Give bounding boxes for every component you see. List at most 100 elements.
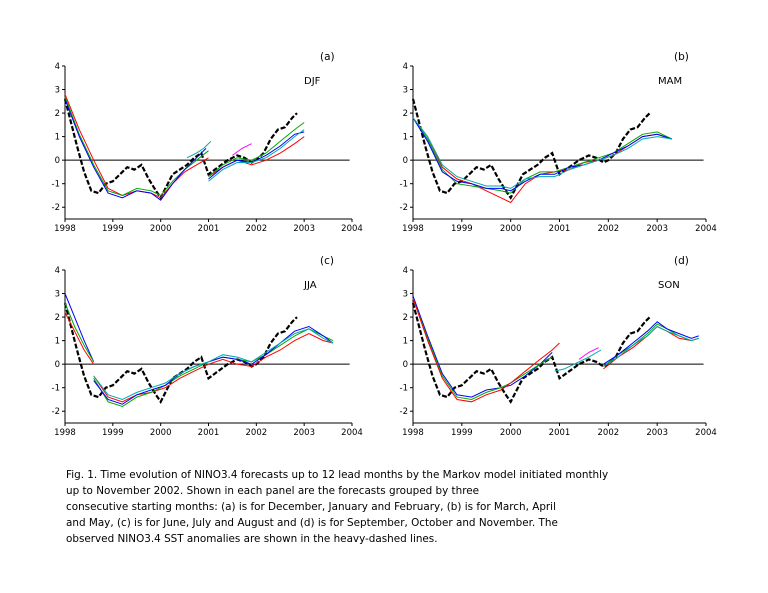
x-tick-label: 2003 <box>646 224 668 234</box>
y-tick-label: 3 <box>55 290 60 300</box>
y-tick-label: 3 <box>55 86 60 96</box>
y-tick-label: 1 <box>55 133 60 143</box>
x-tick-label: 1999 <box>451 224 473 234</box>
x-tick-label: 2001 <box>198 224 220 234</box>
forecast-series-line <box>208 122 305 177</box>
forecast-series-line <box>93 333 334 403</box>
x-tick-label: 2004 <box>695 224 717 234</box>
x-tick-label: 2000 <box>500 224 522 234</box>
y-tick-label: 0 <box>403 156 408 166</box>
chart-panel-3: -2 -1 0 1 2 3 4 1998 1999 2000 2001 2002 2003 2004 (c)… <box>52 255 363 438</box>
y-tick-label: 4 <box>403 62 408 72</box>
y-tick-label: 1 <box>403 133 408 143</box>
x-tick-label: 1998 <box>54 428 76 438</box>
forecast-series-line <box>603 323 699 367</box>
x-tick-label: 2000 <box>500 428 522 438</box>
forecast-series-line <box>412 298 560 403</box>
x-tick-label: 1999 <box>102 224 124 234</box>
x-tick-label: 2004 <box>341 428 363 438</box>
forecast-series-line <box>412 298 553 401</box>
x-tick-label: 2002 <box>246 428 268 438</box>
forecast-series-line <box>412 117 672 189</box>
panel-label: (a) <box>320 51 335 63</box>
y-tick-label: 4 <box>55 62 60 72</box>
season-label: DJF <box>304 76 321 87</box>
forecast-series-line <box>93 325 334 405</box>
forecast-series-line <box>412 117 673 194</box>
y-tick-label: -1 <box>400 384 408 394</box>
x-tick-label: 2004 <box>341 224 363 234</box>
forecast-series-line <box>603 321 699 365</box>
figure-caption: Fig. 1. Time evolution of NINO3.4 foreca… <box>66 467 736 547</box>
caption-line: and May, (c) is for June, July and Augus… <box>66 517 558 529</box>
y-tick-label: 2 <box>55 313 60 323</box>
y-tick-label: -1 <box>52 384 60 394</box>
forecast-series-line <box>554 349 602 372</box>
x-tick-label: 2001 <box>198 428 220 438</box>
forecast-series-line <box>232 143 252 156</box>
chart-panel-1: -2 -1 0 1 2 3 4 1998 1999 2000 2001 2002 2003 2004 (a)… <box>52 51 363 234</box>
observed-series-line <box>63 98 298 200</box>
y-tick-label: 0 <box>55 360 60 370</box>
y-tick-label: -2 <box>400 203 408 213</box>
forecast-series-line <box>578 347 599 360</box>
x-tick-label: 1998 <box>402 224 424 234</box>
observed-series-line <box>63 302 298 404</box>
panel-label: (d) <box>674 255 689 267</box>
caption-line: consecutive starting months: (a) is for … <box>66 501 556 513</box>
x-tick-label: 2003 <box>646 428 668 438</box>
x-tick-label: 1999 <box>102 428 124 438</box>
forecast-series-line <box>208 136 305 178</box>
forecast-series-line <box>93 328 334 401</box>
forecast-series-line <box>64 98 207 201</box>
y-tick-label: 2 <box>403 313 408 323</box>
forecast-series-line <box>64 312 95 365</box>
y-tick-label: 3 <box>403 290 408 300</box>
forecast-series-line <box>186 140 212 159</box>
x-tick-label: 2002 <box>246 224 268 234</box>
forecast-series-line <box>64 293 95 363</box>
x-tick-label: 2001 <box>549 224 571 234</box>
forecast-series-line <box>208 131 305 180</box>
y-tick-label: 2 <box>403 109 408 119</box>
x-tick-label: 1999 <box>451 428 473 438</box>
y-tick-label: 1 <box>403 337 408 347</box>
caption-line: up to November 2002. Shown in each panel… <box>66 485 480 497</box>
x-tick-label: 2002 <box>598 428 620 438</box>
forecast-series-line <box>412 295 553 398</box>
observed-series-line <box>411 98 651 200</box>
chart-panel-2: -2 -1 0 1 2 3 4 1998 1999 2000 2001 2002 2003 2004 (b)… <box>400 51 717 234</box>
x-tick-label: 2003 <box>293 428 315 438</box>
season-label: MAM <box>658 76 682 87</box>
y-tick-label: 1 <box>55 337 60 347</box>
caption-line: observed NINO3.4 SST anomalies are shown… <box>66 533 438 545</box>
y-tick-label: -2 <box>52 407 60 417</box>
forecast-series-line <box>64 94 209 199</box>
y-tick-label: 2 <box>55 109 60 119</box>
forecast-series-line <box>208 129 305 182</box>
x-tick-label: 2000 <box>150 428 172 438</box>
x-tick-label: 1998 <box>402 428 424 438</box>
y-tick-label: -1 <box>52 180 60 190</box>
x-tick-label: 2003 <box>293 224 315 234</box>
season-label: SON <box>658 280 680 291</box>
panel-label: (b) <box>674 51 689 63</box>
season-label: JJA <box>303 280 317 291</box>
forecast-series-line <box>412 117 672 192</box>
y-tick-label: -2 <box>400 407 408 417</box>
x-tick-label: 2000 <box>150 224 172 234</box>
y-tick-label: 4 <box>55 266 60 276</box>
x-tick-label: 1998 <box>54 224 76 234</box>
y-tick-label: 0 <box>403 360 408 370</box>
forecast-series-line <box>64 302 95 363</box>
y-tick-label: -1 <box>400 180 408 190</box>
x-tick-label: 2004 <box>695 428 717 438</box>
y-tick-label: 4 <box>403 266 408 276</box>
x-tick-label: 2002 <box>598 224 620 234</box>
forecast-series-line <box>93 328 334 408</box>
y-tick-label: 0 <box>55 156 60 166</box>
caption-line: Fig. 1. Time evolution of NINO3.4 foreca… <box>66 469 609 481</box>
x-tick-label: 2001 <box>549 428 571 438</box>
forecast-series-line <box>603 325 699 367</box>
